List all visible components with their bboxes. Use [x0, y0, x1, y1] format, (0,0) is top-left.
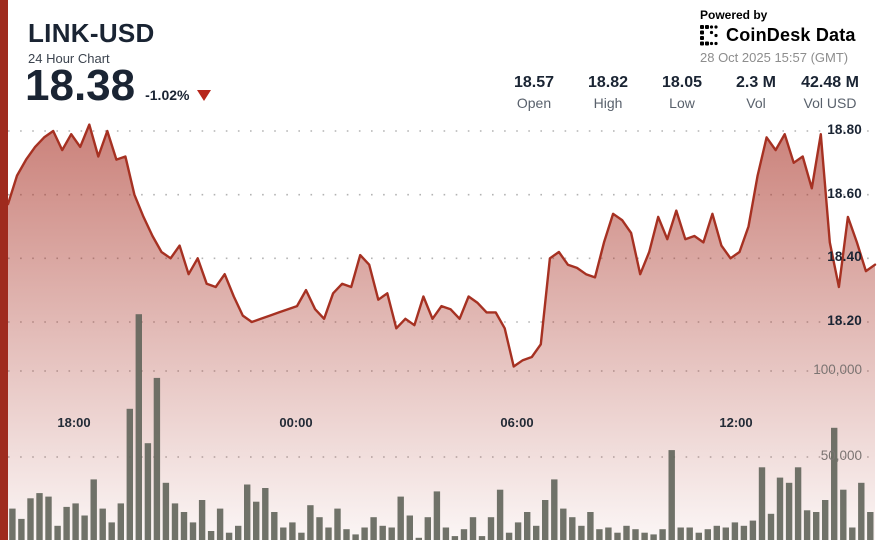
- stat-vol-usd-label: Vol USD: [803, 95, 857, 111]
- price-change-wrap: -1.02%: [145, 87, 212, 103]
- timestamp: 28 Oct 2025 15:57 (GMT): [700, 50, 849, 65]
- powered-by-block: Powered by: [700, 8, 878, 65]
- accent-stripe: [0, 0, 8, 540]
- current-price-row: 18.38 -1.02%: [25, 61, 212, 110]
- stat-low-label: Low: [669, 95, 695, 111]
- ohlc-stats-row: 18.57 Open 18.82 High 18.05 Low 2.3 M Vo…: [497, 74, 867, 111]
- price-change-percent: -1.02%: [145, 87, 190, 103]
- stat-open: 18.57 Open: [497, 74, 571, 111]
- stat-high-value: 18.82: [587, 74, 629, 91]
- stat-open-label: Open: [516, 95, 552, 111]
- stat-open-value: 18.57: [513, 74, 555, 91]
- brand-name: CoinDesk Data: [726, 25, 856, 45]
- chart-subtitle: 24 Hour Chart: [28, 51, 110, 66]
- stat-vol-value: 2.3 M: [735, 74, 776, 91]
- current-price: 18.38: [25, 61, 136, 110]
- stat-vol: 2.3 M Vol: [719, 74, 793, 111]
- stat-low-value: 18.05: [661, 74, 703, 91]
- coindesk-logo-icon: [700, 25, 718, 46]
- stat-high-label: High: [593, 95, 623, 111]
- brand-row: CoinDesk Data: [700, 25, 878, 46]
- down-arrow-icon: [197, 89, 212, 101]
- stat-vol-label: Vol: [746, 95, 766, 111]
- stat-vol-usd-value: 42.48 M: [801, 74, 859, 91]
- powered-by-label: Powered by: [700, 8, 768, 22]
- stat-low: 18.05 Low: [645, 74, 719, 111]
- stat-high: 18.82 High: [571, 74, 645, 111]
- page-title: LINK-USD: [28, 18, 155, 48]
- stat-vol-usd: 42.48 M Vol USD: [793, 74, 867, 111]
